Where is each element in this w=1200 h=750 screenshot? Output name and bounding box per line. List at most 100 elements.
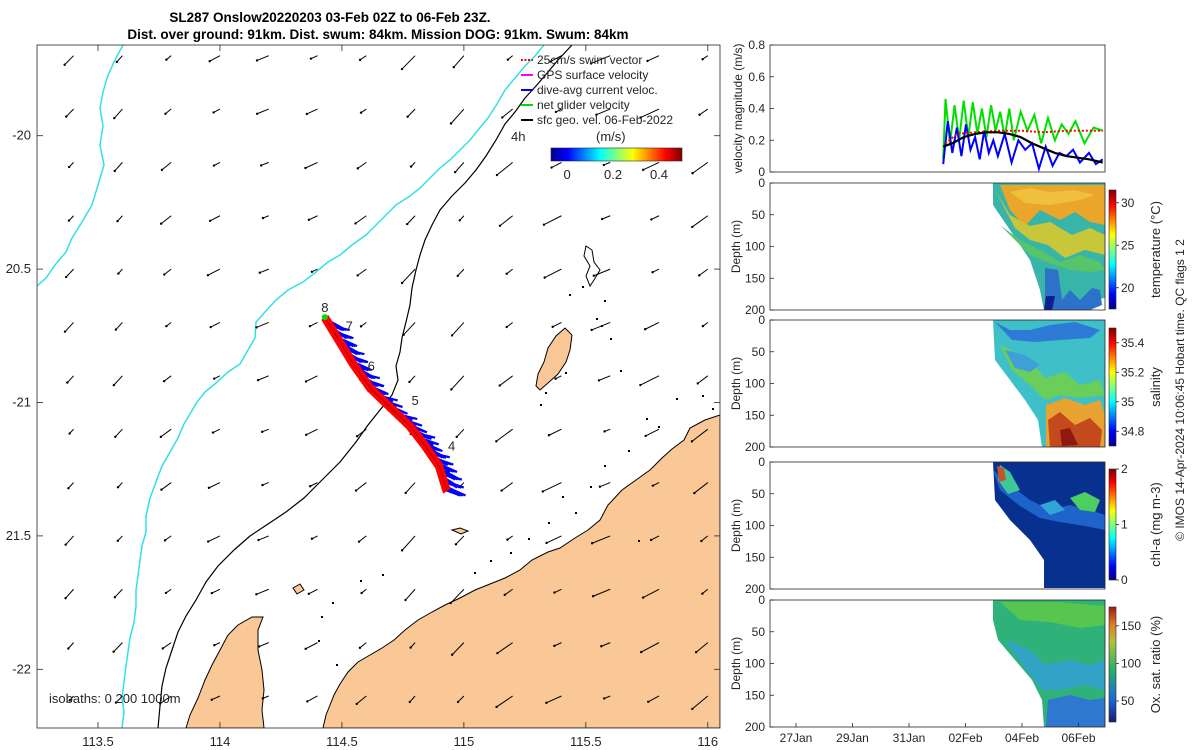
velocity-arrow (209, 55, 221, 62)
velocity-arrow (65, 108, 74, 117)
velocity-arrow (642, 161, 660, 171)
velocity-arrowhead (404, 598, 407, 602)
temperature-colorbar (1108, 189, 1117, 310)
velocity-arrowhead (208, 60, 211, 63)
velocity-arrowhead (112, 383, 116, 387)
velocity-arrowhead (400, 549, 404, 552)
velocity-arrowhead (495, 440, 498, 443)
velocity-arrowhead (698, 113, 701, 116)
velocity-arrowhead (590, 542, 594, 545)
velocity-arrow (551, 161, 562, 168)
depth-ylabel: Depth (m) (729, 357, 743, 410)
velocity-arrow (554, 588, 562, 593)
surface-velocity-field (63, 55, 709, 711)
velocity-arrowhead (208, 219, 212, 223)
velocity-arrow (698, 268, 709, 276)
velocity-arrowhead (456, 700, 460, 704)
velocity-ytick-label: 0.2 (748, 133, 765, 147)
velocity-arrowhead (115, 60, 119, 64)
map-ytick-label: -22 (12, 661, 31, 676)
chlorophyll-colorbar (1108, 468, 1117, 581)
map-axes: 113.5 114 114.5 115 115.5 116 -20 20.5 -21 21.5 -2… (6, 45, 720, 749)
velocity-arrowhead (113, 116, 116, 120)
velocity-arrow (114, 588, 123, 598)
velocity-arrowhead (450, 388, 453, 391)
velocity-arrow (457, 268, 465, 277)
legend-label: dive-avg current veloc. (537, 83, 658, 97)
velocity-arrowhead (651, 484, 655, 487)
date-xtick-label: 04Feb (1005, 731, 1039, 745)
velocity-arrowhead (693, 491, 696, 495)
velocity-arrowhead (592, 274, 596, 277)
velocity-arrowhead (641, 168, 645, 172)
velocity-arrow (161, 162, 172, 171)
map-frame (36, 44, 721, 729)
depth-ytick-label: 150 (745, 550, 765, 564)
colorbar-tick-label: 30 (1121, 196, 1135, 210)
velocity-arrow (501, 108, 513, 118)
depth-ytick-label: 0 (758, 313, 765, 327)
velocity-arrowhead (600, 217, 604, 221)
velocity-arrowhead (501, 116, 504, 119)
velocity-arrow (701, 535, 709, 542)
velocity-arrow (648, 695, 660, 703)
velocity-arrow (212, 428, 221, 434)
salinity-section (770, 320, 1105, 447)
velocity-arrowhead (258, 645, 261, 648)
velocity-arrow (504, 588, 513, 596)
velocity-arrow (163, 375, 172, 382)
colorbar-label: Ox. sat. ratio (%) (1148, 616, 1163, 714)
velocity-arrowhead (163, 273, 166, 276)
velocity-arrow (309, 322, 318, 327)
depth-ytick-label: 0 (758, 176, 765, 190)
velocity-series-line (942, 131, 1103, 164)
velocity-arrow (359, 55, 367, 61)
depth-ytick-label: 150 (745, 408, 765, 422)
velocity-arrowhead (66, 381, 69, 384)
velocity-arrow (542, 482, 562, 492)
velocity-arrowhead (639, 116, 642, 119)
velocity-arrowhead (602, 163, 606, 167)
velocity-arrow (165, 108, 172, 115)
velocity-arrow (405, 482, 416, 494)
depth-ytick-label: 200 (745, 440, 765, 454)
velocity-arrow (644, 322, 660, 330)
velocity-series-line (942, 121, 1104, 173)
temperature-section (770, 183, 1105, 310)
velocity-arrow (115, 322, 123, 330)
velocity-arrowhead (691, 225, 694, 229)
velocity-arrow (308, 215, 318, 221)
velocity-arrowhead (163, 539, 167, 542)
velocity-arrowhead (162, 379, 166, 383)
velocity-arrowhead (358, 646, 362, 650)
velocity-series-line (944, 129, 1103, 145)
velocity-arrowhead (590, 328, 593, 332)
velocity-arrowhead (165, 324, 168, 328)
velocity-arrow (259, 268, 269, 274)
velocity-arrow (68, 482, 74, 489)
velocity-arrowhead (453, 170, 457, 174)
velocity-arrow (64, 55, 74, 66)
velocity-arrow (546, 535, 562, 544)
velocity-arrowhead (116, 486, 120, 489)
velocity-arrowhead (212, 377, 216, 380)
map-ytick-label: -21 (12, 395, 31, 410)
velocity-arrowhead (306, 700, 309, 703)
velocity-arrow (450, 375, 465, 390)
velocity-arrowhead (210, 698, 213, 701)
northwest-cape (185, 616, 265, 728)
velocity-arrow (591, 322, 611, 331)
colorbar-tick-label: 1 (1121, 518, 1128, 532)
legend-label: sfc geo. vel. 06-Feb-2022 (537, 113, 673, 127)
velocity-arrowhead (455, 435, 458, 439)
velocity-arrowhead (554, 110, 558, 114)
velocity-arrowhead (116, 219, 119, 223)
velocity-arrow (307, 695, 318, 702)
colorbar-tick-label: 35.4 (1121, 336, 1145, 350)
velocity-arrowhead (64, 596, 67, 600)
velocity-arrowhead (698, 274, 701, 277)
velocity-arrowhead (458, 219, 461, 222)
velocity-arrowhead (64, 543, 67, 546)
velocity-arrow (499, 375, 513, 386)
